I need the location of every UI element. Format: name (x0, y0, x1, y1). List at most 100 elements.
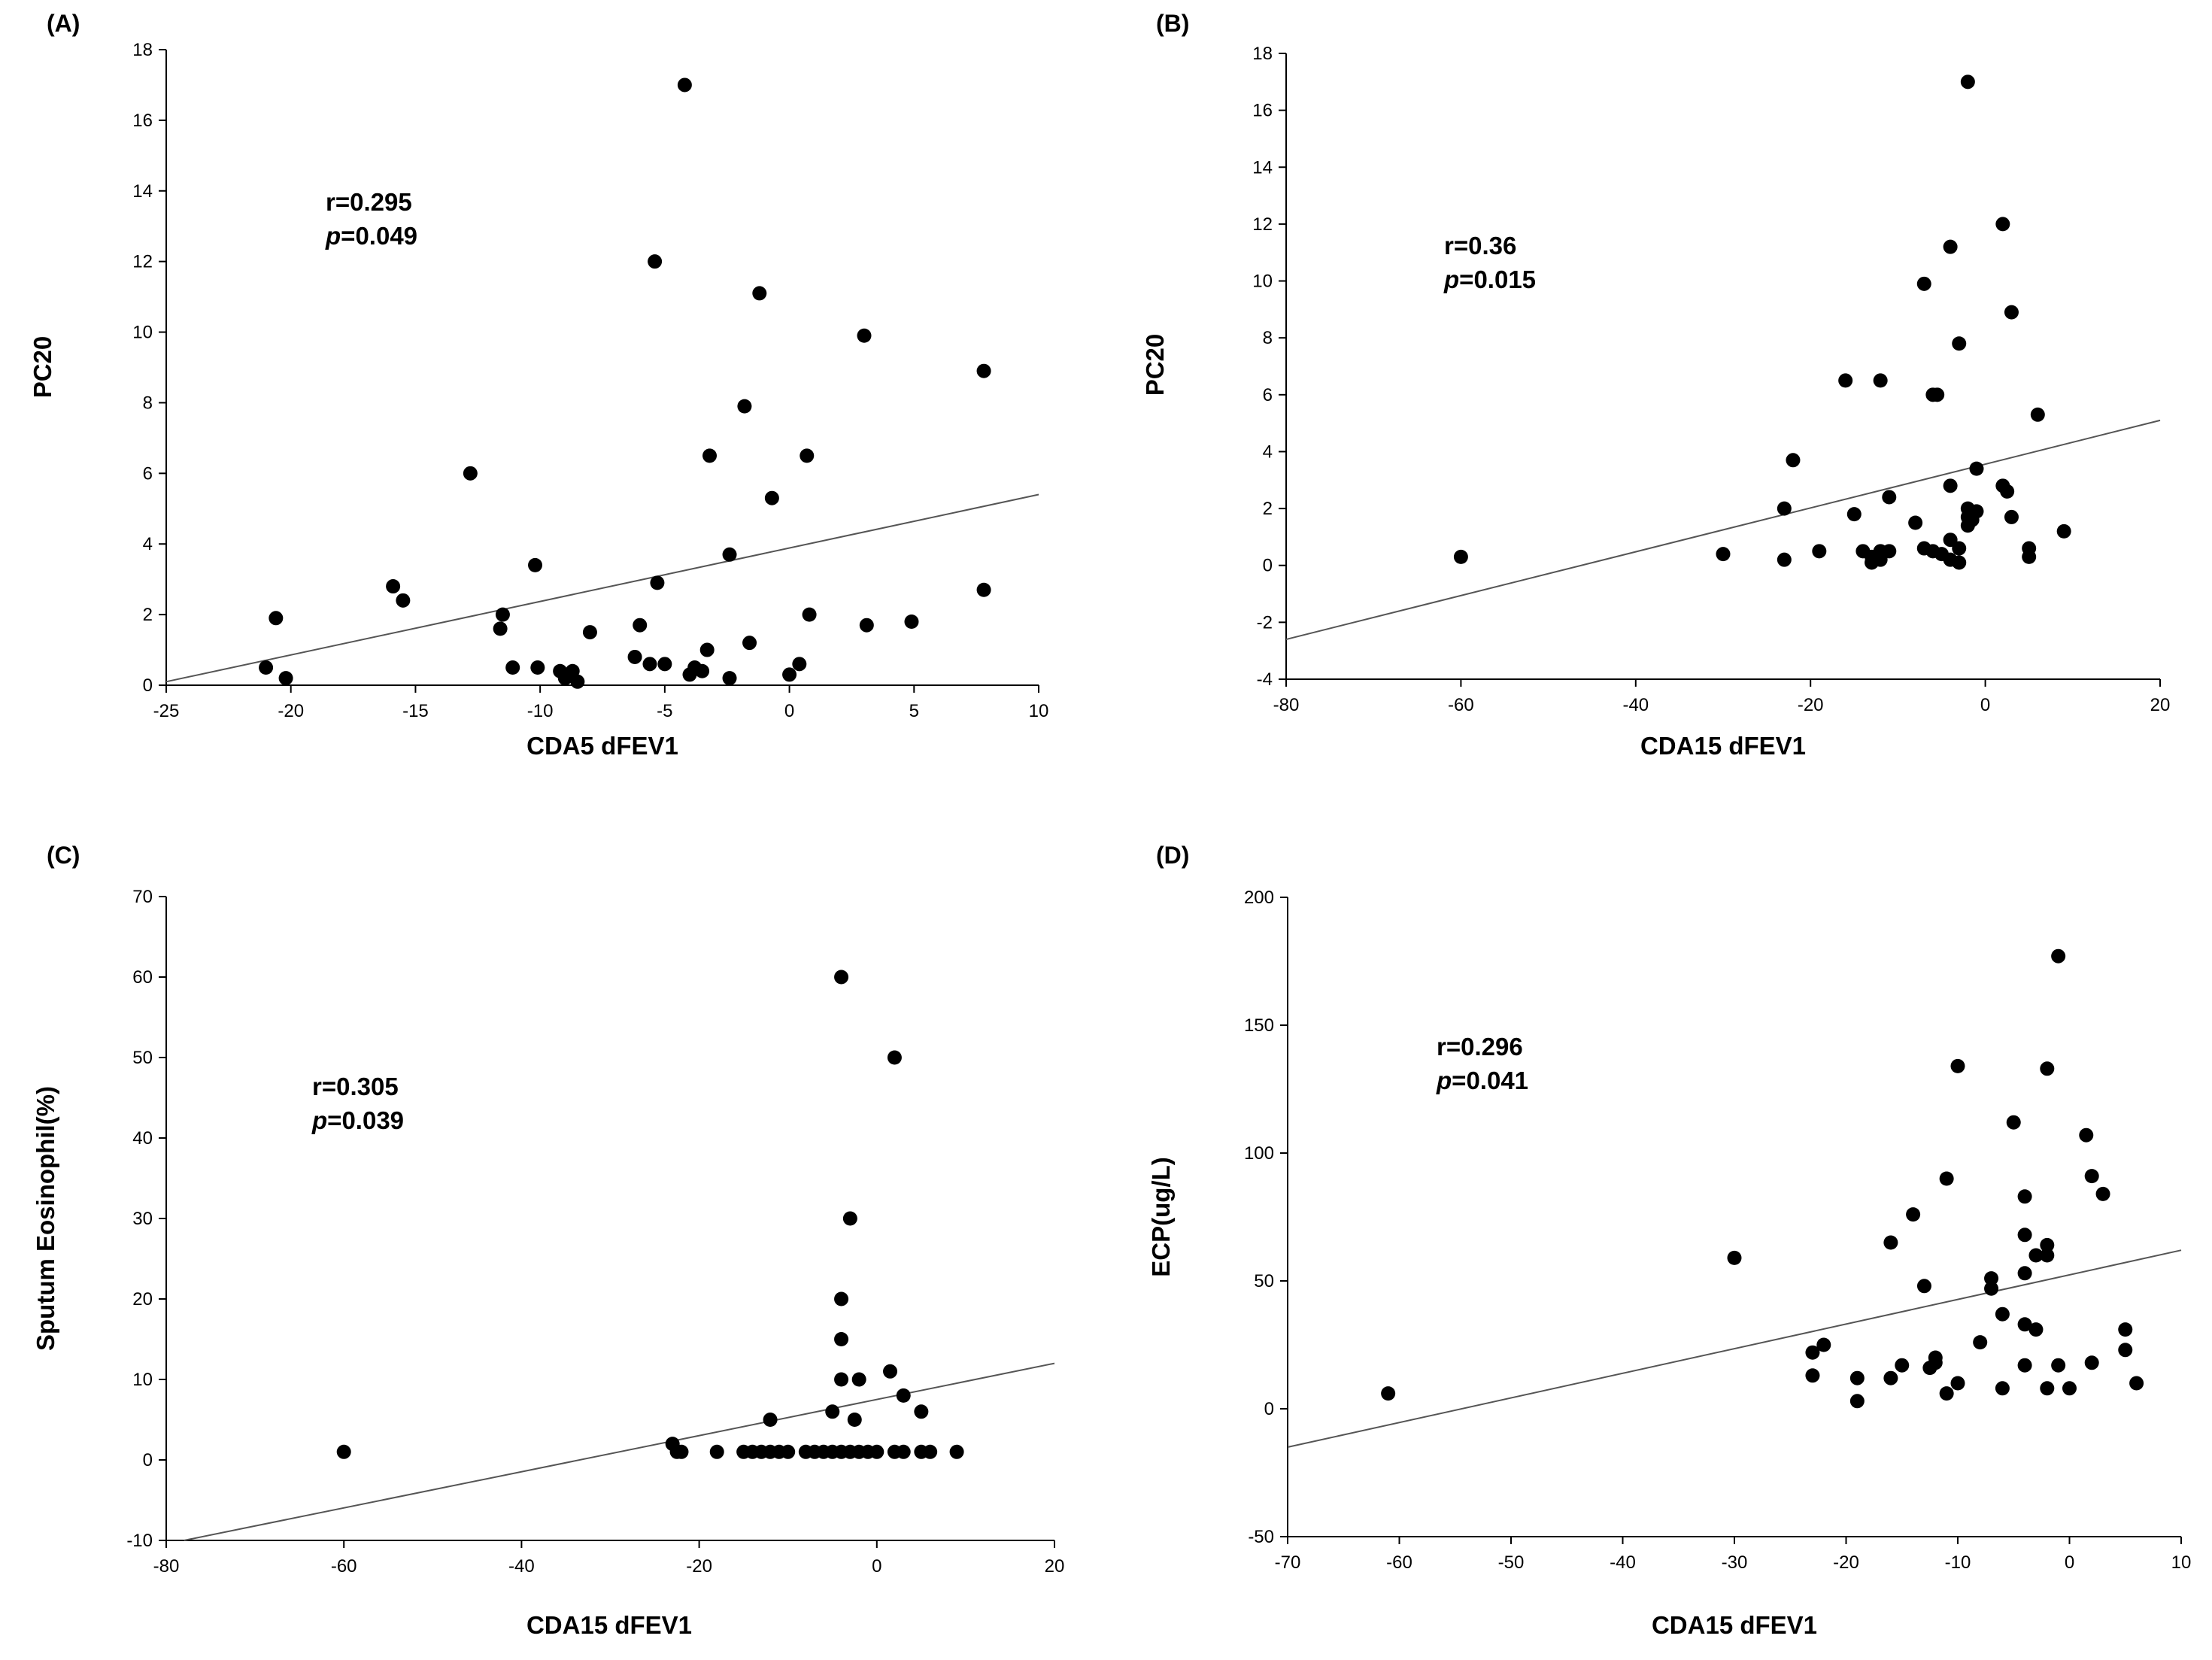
y-tick-label: 0 (143, 675, 153, 696)
y-tick-label: 18 (132, 40, 153, 60)
x-tick-label: -60 (1386, 1552, 1412, 1573)
y-tick-label: 12 (132, 252, 153, 272)
data-point (1849, 1370, 1865, 1385)
correlation-p: p=0.015 (1443, 266, 1536, 293)
data-point (722, 547, 737, 562)
y-tick-label: 70 (132, 887, 153, 907)
data-point (2084, 1169, 2099, 1184)
plot-area: 0 2 4 6 8 10 12 14 16 18 -25 -20 -15 -10 -5 0 5 10 (132, 40, 1048, 721)
y-tick-label: 20 (132, 1289, 153, 1309)
data-point (949, 1444, 964, 1459)
data-point (1453, 549, 1468, 564)
data-point (1873, 373, 1888, 388)
x-tick-label: -30 (1722, 1552, 1748, 1573)
data-point (752, 286, 767, 301)
data-point (1777, 552, 1792, 567)
y-tick-label: 16 (132, 111, 153, 131)
data-point (278, 671, 293, 686)
y-tick-label: 8 (1263, 328, 1273, 348)
data-point (2017, 1317, 2032, 1332)
x-tick-label: -80 (153, 1556, 180, 1577)
chart-d-svg: (D) CDA15 dFEV1 ECP(ug/L) r=0.296 p=0.04… (1147, 842, 2191, 1639)
y-axis-title: ECP(ug/L) (1147, 1157, 1175, 1276)
data-point (1984, 1281, 1999, 1296)
x-axis-title: CDA15 dFEV1 (1640, 732, 1806, 760)
regression-line (165, 493, 1039, 683)
data-point (2004, 509, 2019, 524)
y-tick-label: 2 (143, 605, 153, 625)
data-point (869, 1444, 884, 1459)
data-point (1950, 1058, 1965, 1073)
data-point (1922, 1361, 1937, 1376)
data-point (386, 579, 401, 594)
data-point (1812, 544, 1827, 559)
data-point (2004, 305, 2019, 320)
x-tick-label: -40 (508, 1556, 535, 1577)
data-point (1716, 547, 1731, 562)
data-point (842, 1211, 857, 1226)
y-tick-label: 10 (1252, 272, 1273, 292)
x-axis-title: CDA5 dFEV1 (526, 732, 678, 760)
data-point (834, 1291, 849, 1306)
y-tick-label: 18 (1252, 44, 1273, 64)
data-point (2056, 523, 2071, 539)
data-point (851, 1372, 866, 1387)
data-point (1952, 336, 1967, 351)
data-point (782, 667, 797, 682)
y-tick-label: 10 (132, 323, 153, 343)
panel-label: (B) (1156, 10, 1189, 37)
data-point (695, 663, 710, 678)
data-point (802, 607, 817, 622)
data-point (904, 615, 919, 629)
x-axis-title: CDA15 dFEV1 (1652, 1611, 1817, 1639)
data-point (1882, 490, 1897, 505)
chart-b-svg: (B) CDA15 dFEV1 PC20 r=0.36 p=0.015 -4 -2… (1141, 10, 2170, 760)
data-point (1916, 276, 1931, 291)
data-point (742, 636, 757, 651)
data-point (627, 649, 642, 664)
p-value: =0.041 (1452, 1067, 1528, 1094)
x-tick-label: -80 (1273, 695, 1300, 715)
data-point (896, 1388, 911, 1403)
data-point (896, 1444, 911, 1459)
data-point (859, 618, 874, 633)
p-value: =0.015 (1459, 266, 1536, 293)
data-point (1916, 1279, 1931, 1294)
x-tick-label: -5 (657, 701, 672, 721)
y-tick-label: 0 (1264, 1399, 1274, 1419)
p-letter: p (311, 1106, 327, 1134)
panel-label: (A) (47, 10, 80, 37)
data-point (709, 1444, 724, 1459)
correlation-r: r=0.295 (326, 188, 412, 216)
correlation-r: r=0.36 (1444, 232, 1516, 259)
y-tick-label: 10 (132, 1370, 153, 1390)
y-tick-label: 6 (1263, 385, 1273, 405)
x-tick-label: -20 (278, 701, 304, 721)
x-tick-label: 0 (1980, 695, 1990, 715)
data-point (847, 1413, 862, 1427)
data-point (2084, 1355, 2099, 1370)
data-point (2051, 948, 2066, 964)
data-point (976, 582, 991, 597)
x-tick-label: -20 (1798, 695, 1824, 715)
data-point (259, 660, 274, 675)
panel-label: (C) (47, 842, 80, 869)
data-point (1952, 555, 1967, 570)
x-tick-label: 20 (1045, 1556, 1065, 1577)
y-tick-label: 16 (1252, 101, 1273, 121)
data-point (2040, 1381, 2055, 1396)
chart-c-svg: (C) CDA15 dFEV1 Sputum Eosinophil(%) r=0… (32, 842, 1065, 1639)
data-point (825, 1404, 840, 1419)
x-tick-label: -70 (1275, 1552, 1301, 1573)
data-point (1838, 373, 1853, 388)
data-point (570, 674, 585, 689)
data-point (463, 466, 478, 481)
data-point (2030, 407, 2045, 422)
y-tick-label: 150 (1244, 1015, 1274, 1036)
data-point (565, 663, 580, 678)
data-point (530, 660, 545, 675)
data-point (1984, 1271, 1999, 1286)
y-axis-title: Sputum Eosinophil(%) (32, 1086, 59, 1351)
data-point (1939, 1386, 1954, 1401)
data-point (2040, 1248, 2055, 1263)
